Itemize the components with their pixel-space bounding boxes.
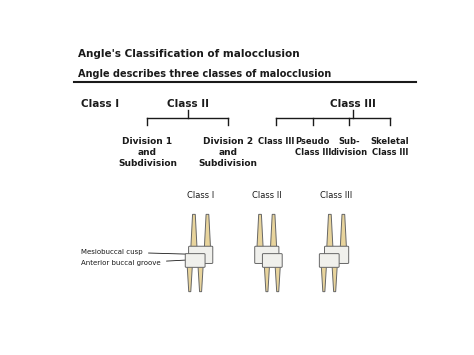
FancyBboxPatch shape — [255, 246, 279, 263]
FancyBboxPatch shape — [185, 253, 205, 267]
Polygon shape — [327, 214, 333, 247]
Polygon shape — [332, 267, 337, 292]
Text: Class III: Class III — [258, 137, 294, 146]
Text: Class II: Class II — [252, 191, 282, 200]
Text: Class I: Class I — [187, 191, 214, 200]
Text: Sub-
division: Sub- division — [331, 137, 368, 157]
Polygon shape — [271, 214, 277, 247]
Text: Mesiobuccal cusp: Mesiobuccal cusp — [82, 249, 186, 255]
Text: Division 2
and
Subdivision: Division 2 and Subdivision — [199, 137, 258, 168]
Text: Class III: Class III — [320, 191, 353, 200]
FancyBboxPatch shape — [263, 253, 282, 267]
FancyBboxPatch shape — [189, 246, 213, 263]
Polygon shape — [257, 214, 263, 247]
Text: Skeletal
Class III: Skeletal Class III — [371, 137, 409, 157]
Text: Pseudo
Class III: Pseudo Class III — [294, 137, 331, 157]
Text: Anterior buccal groove: Anterior buccal groove — [82, 260, 186, 267]
Text: Angle describes three classes of malocclusion: Angle describes three classes of maloccl… — [78, 69, 331, 78]
Polygon shape — [321, 267, 327, 292]
Polygon shape — [198, 267, 203, 292]
Polygon shape — [191, 214, 197, 247]
FancyBboxPatch shape — [325, 246, 349, 263]
Text: Class II: Class II — [167, 99, 209, 109]
Polygon shape — [264, 267, 269, 292]
Text: Class I: Class I — [82, 99, 119, 109]
Polygon shape — [340, 214, 346, 247]
Polygon shape — [275, 267, 280, 292]
Text: Angle's Classification of malocclusion: Angle's Classification of malocclusion — [78, 49, 299, 59]
Polygon shape — [187, 267, 192, 292]
FancyBboxPatch shape — [319, 253, 339, 267]
Text: Class III: Class III — [330, 99, 376, 109]
Polygon shape — [204, 214, 210, 247]
Text: Division 1
and
Subdivision: Division 1 and Subdivision — [118, 137, 177, 168]
